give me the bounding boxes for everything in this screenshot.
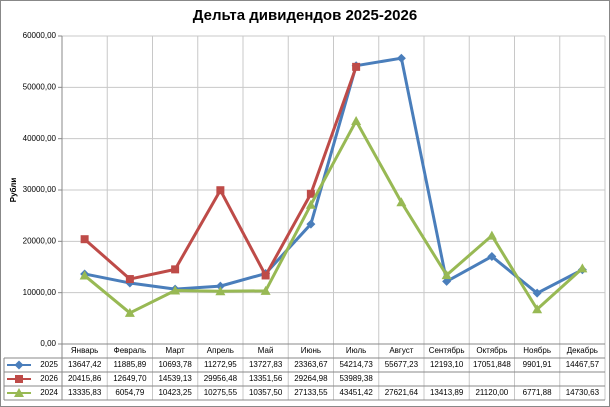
table-value: 13413,89 bbox=[430, 388, 464, 397]
marker bbox=[396, 53, 406, 63]
table-value: 14539,13 bbox=[158, 374, 192, 383]
table-value: 29264,98 bbox=[294, 374, 328, 383]
marker bbox=[261, 271, 270, 280]
table-value: 12649,70 bbox=[113, 374, 147, 383]
marker bbox=[170, 285, 181, 295]
marker bbox=[532, 288, 542, 298]
marker bbox=[486, 230, 497, 240]
marker bbox=[352, 62, 361, 71]
marker bbox=[351, 115, 362, 125]
category-label: Декабрь bbox=[567, 346, 598, 355]
marker bbox=[260, 285, 271, 295]
category-label: Ноябрь bbox=[523, 346, 551, 355]
category-label: Август bbox=[389, 346, 413, 355]
category-label: Апрель bbox=[207, 346, 234, 355]
marker bbox=[306, 189, 315, 198]
marker bbox=[125, 275, 134, 284]
marker bbox=[306, 219, 316, 229]
marker bbox=[215, 281, 225, 291]
table-value: 10275,55 bbox=[204, 388, 238, 397]
table-value: 17051,848 bbox=[473, 360, 511, 369]
y-tick-label: 10000,00 bbox=[23, 288, 57, 297]
series-line bbox=[84, 56, 584, 295]
table-value: 13351,56 bbox=[249, 374, 283, 383]
table-value: 10423,25 bbox=[158, 388, 192, 397]
y-tick-label: 50000,00 bbox=[23, 82, 57, 91]
y-tick-label: 60000,00 bbox=[23, 31, 57, 40]
marker bbox=[79, 270, 90, 280]
table-value: 14467,57 bbox=[566, 360, 600, 369]
category-label: Июнь bbox=[301, 346, 321, 355]
table-value: 11885,89 bbox=[113, 360, 146, 369]
legend-marker bbox=[14, 388, 24, 397]
table-value: 53989,38 bbox=[339, 374, 373, 383]
table-value: 14730,63 bbox=[566, 388, 600, 397]
legend-label: 2024 bbox=[40, 388, 58, 397]
marker bbox=[396, 197, 407, 207]
marker bbox=[171, 265, 180, 274]
marker bbox=[124, 307, 135, 317]
legend-marker bbox=[15, 375, 23, 383]
table-value: 9901,91 bbox=[523, 360, 552, 369]
marker bbox=[80, 235, 89, 244]
table-value: 6771,88 bbox=[523, 388, 552, 397]
table-value: 13647,42 bbox=[68, 360, 102, 369]
y-tick-label: 0,00 bbox=[40, 339, 56, 348]
table-value: 29956,48 bbox=[204, 374, 238, 383]
table-value: 6054,79 bbox=[115, 388, 144, 397]
table-value: 10357,50 bbox=[249, 388, 283, 397]
table-value: 11272,95 bbox=[204, 360, 237, 369]
marker bbox=[577, 263, 588, 273]
category-label: Октябрь bbox=[476, 346, 507, 355]
category-label: Март bbox=[166, 346, 185, 355]
marker bbox=[441, 270, 452, 280]
table-value: 10693,78 bbox=[158, 360, 192, 369]
marker bbox=[216, 186, 225, 195]
table-value: 23363,67 bbox=[294, 360, 328, 369]
marker bbox=[305, 199, 316, 209]
table-value: 20415,86 bbox=[68, 374, 102, 383]
marker bbox=[532, 304, 543, 314]
y-axis-label: Рубли bbox=[9, 178, 18, 203]
category-label: Июль bbox=[346, 346, 366, 355]
table-value: 54214,73 bbox=[339, 360, 373, 369]
y-tick-label: 30000,00 bbox=[23, 185, 57, 194]
series-line bbox=[83, 119, 584, 315]
y-tick-label: 20000,00 bbox=[23, 236, 57, 245]
category-label: Сентябрь bbox=[429, 346, 465, 355]
table-value: 13727,83 bbox=[249, 360, 283, 369]
marker bbox=[487, 251, 497, 261]
table-value: 13335,83 bbox=[68, 388, 102, 397]
legend-label: 2025 bbox=[40, 360, 58, 369]
marker bbox=[215, 286, 226, 296]
table-value: 43451,42 bbox=[339, 388, 373, 397]
category-label: Февраль bbox=[114, 346, 147, 355]
y-tick-label: 40000,00 bbox=[23, 134, 57, 143]
category-label: Май bbox=[258, 346, 274, 355]
chart-title: Дельта дивидендов 2025-2026 bbox=[193, 7, 417, 24]
table-value: 27133,55 bbox=[294, 388, 328, 397]
legend-marker bbox=[14, 360, 24, 370]
table-value: 12193,10 bbox=[430, 360, 464, 369]
table-value: 55677,23 bbox=[385, 360, 419, 369]
table-value: 27621,64 bbox=[385, 388, 419, 397]
category-label: Январь bbox=[71, 346, 98, 355]
legend-label: 2026 bbox=[40, 374, 58, 383]
marker bbox=[442, 276, 452, 286]
table-value: 21120,00 bbox=[475, 388, 508, 397]
